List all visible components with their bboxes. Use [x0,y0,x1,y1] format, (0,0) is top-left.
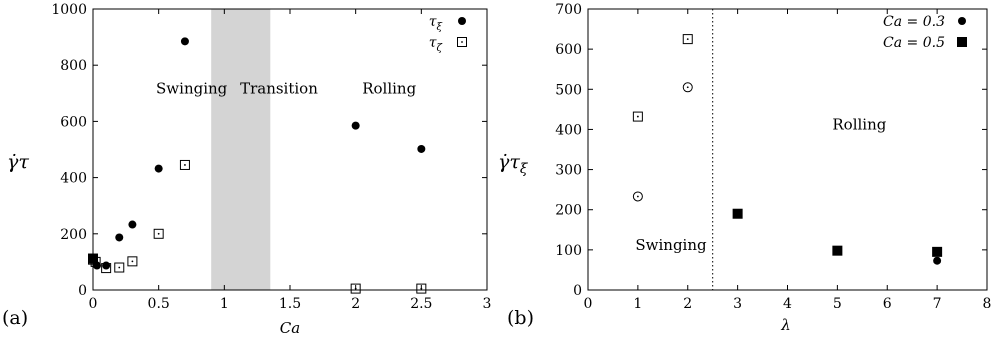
y-tick-label: 0 [573,283,582,299]
data-point [101,263,112,274]
panel-a-label: (a) [2,307,28,329]
data-point [732,208,743,219]
x-tick-label: 1 [633,296,642,312]
x-tick-label: 7 [933,296,942,312]
y-tick-label: 400 [60,171,87,187]
y-tick-label: 800 [60,58,87,74]
data-point [632,111,643,122]
data-point [682,34,693,45]
x-tick-label: 2 [683,296,692,312]
y-tick-label: 200 [60,227,87,243]
panel-a-frame [92,8,488,291]
data-point [350,283,361,294]
y-tick-label: 400 [555,122,582,138]
region-label: Rolling [832,115,886,133]
data-point [351,121,360,130]
y-tick-label: 300 [555,163,582,179]
data-point [115,233,124,242]
data-point [632,191,643,202]
x-tick-label: 6 [883,296,892,312]
x-tick-label: 2.5 [410,296,432,312]
data-point [682,82,693,93]
data-point [933,256,942,265]
x-tick-label: 4 [783,296,792,312]
data-point [154,164,163,173]
panel-b-marks [632,34,943,265]
data-point [179,159,190,170]
panel-b-xlabel: λ [780,316,791,334]
transition-region [211,9,271,290]
panel-b-label: (b) [507,307,534,329]
data-point [153,228,164,239]
y-tick-label: 500 [555,82,582,98]
panel-a: 0 0.5 1 1.5 2 2.5 3 0 200 400 600 800 1000 Swinging T… [2,2,491,337]
data-point [180,37,189,46]
panel-b-frame [587,8,988,291]
panel-a-marks [88,37,427,294]
region-label: Transition [240,79,318,97]
data-point [417,144,426,153]
panel-b-ticks: 0 1 2 3 4 5 6 7 8 0 100 200 300 400 500 600 700 [555,2,991,312]
x-tick-label: 0.5 [148,296,170,312]
legend-label-ca05: Ca = 0.5 [883,35,945,51]
x-tick-label: 3 [733,296,742,312]
panel-a-annotations: Swinging Transition Rolling [156,79,417,97]
legend-label-ca03: Ca = 0.3 [883,14,945,30]
x-tick-label: 3 [483,296,492,312]
x-tick-label: 1 [220,296,229,312]
x-tick-label: 0 [89,296,98,312]
x-tick-label: 0 [584,296,593,312]
y-tick-label: 200 [555,203,582,219]
panel-b: 0 1 2 3 4 5 6 7 8 0 100 200 300 400 500 600 700 Swinging… [498,2,991,334]
legend-marker-tau-zeta [457,37,467,47]
x-tick-label: 1.5 [279,296,301,312]
panel-b-ylabel: γ̇τξ [498,151,529,177]
y-tick-label: 1000 [51,2,87,18]
panel-a-xlabel: Ca [280,319,300,337]
data-point [90,256,101,267]
y-tick-label: 700 [555,2,582,18]
legend-marker-tau-xi [458,17,466,25]
y-tick-label: 600 [555,42,582,58]
region-label: Rolling [362,79,416,97]
x-tick-label: 8 [983,296,992,312]
y-tick-label: 100 [555,243,582,259]
data-point [114,262,125,273]
data-point [127,256,138,267]
legend-marker-ca05 [957,37,967,47]
data-point [92,261,101,270]
y-tick-label: 0 [78,283,87,299]
region-label: Swinging [635,236,707,254]
legend-label-tau-zeta: τζ [429,35,443,54]
panel-b-legend: Ca = 0.3 Ca = 0.5 [883,14,967,51]
panel-a-legend: τξ τζ [429,14,467,54]
data-point [932,246,943,257]
x-tick-label: 2 [351,296,360,312]
panel-b-annotations: Swinging Rolling [635,115,886,253]
data-point [128,220,137,229]
panel-a-ticks: 0 0.5 1 1.5 2 2.5 3 0 200 400 600 800 1000 [51,2,491,312]
legend-label-tau-xi: τξ [429,14,443,33]
legend-marker-ca03 [958,17,966,25]
x-tick-label: 5 [833,296,842,312]
y-tick-label: 600 [60,114,87,130]
panel-a-ylabel: γ̇τ [7,151,29,173]
region-label: Swinging [156,79,228,97]
data-point [416,283,427,294]
data-point [832,245,843,256]
data-point [88,254,98,265]
